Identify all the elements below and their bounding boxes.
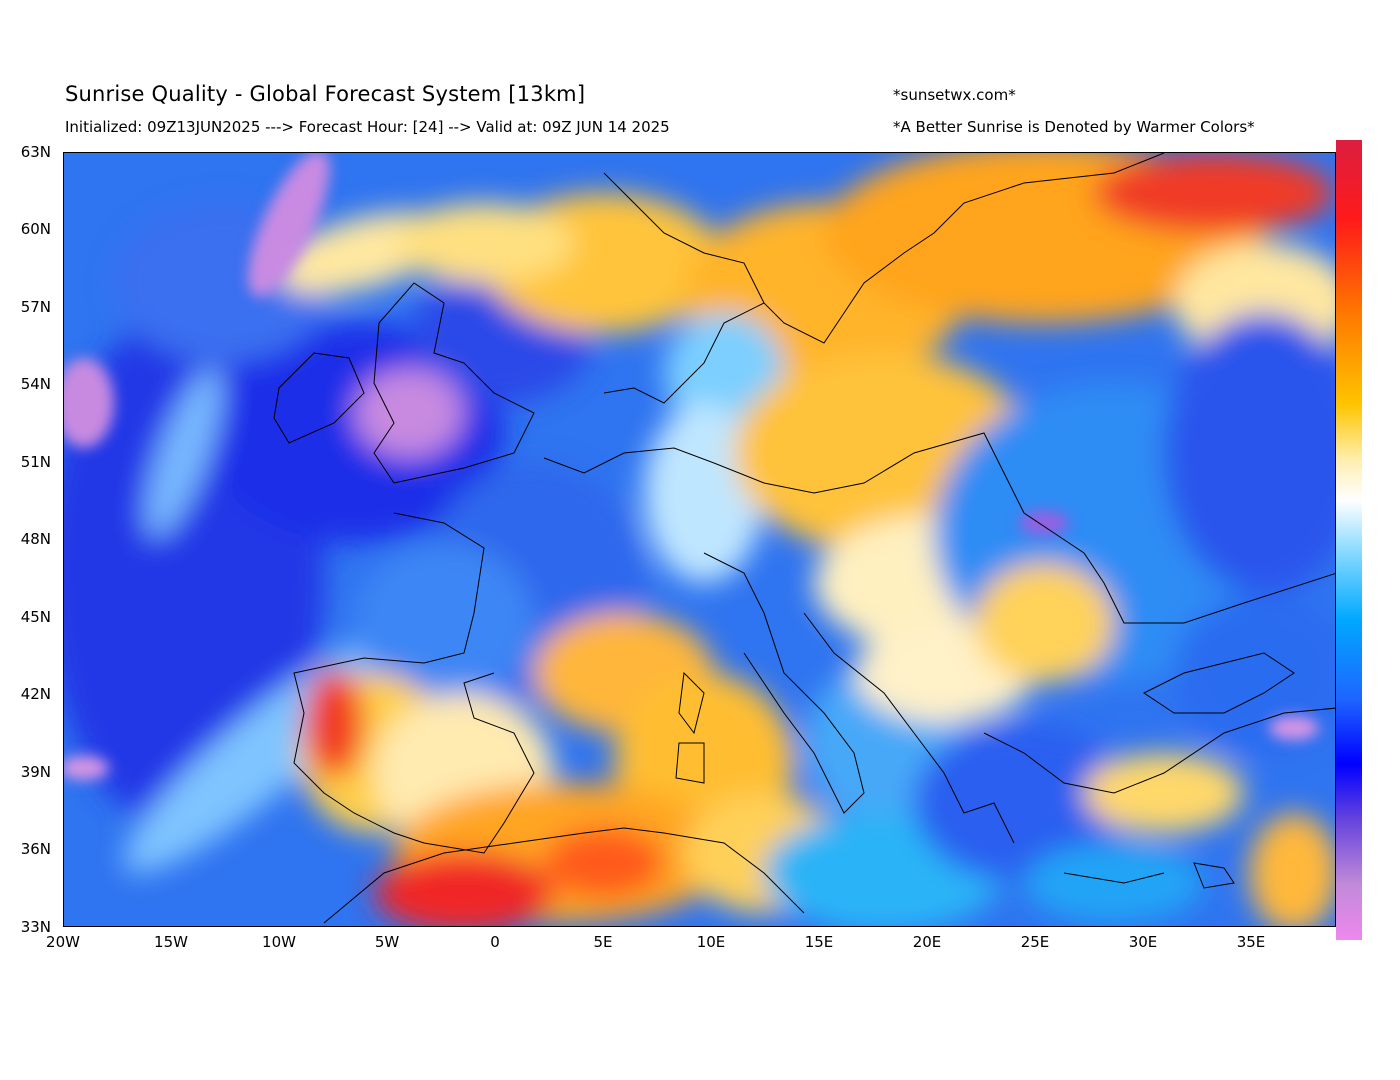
colorbar	[1336, 140, 1362, 940]
lat-tick: 36N	[20, 840, 51, 858]
lon-tick: 5E	[593, 933, 613, 951]
lon-tick: 10E	[696, 933, 726, 951]
lat-tick: 63N	[20, 143, 51, 161]
coastlines	[273, 153, 1335, 924]
field-detail	[64, 153, 1319, 780]
source-credit: *sunsetwx.com*	[893, 86, 1016, 104]
lon-tick: 20W	[46, 933, 80, 951]
lon-tick: 15W	[154, 933, 188, 951]
lon-tick: 10W	[262, 933, 296, 951]
lon-tick: 35E	[1236, 933, 1266, 951]
field-layer	[64, 153, 1335, 926]
lat-tick: 45N	[20, 608, 51, 626]
color-note: *A Better Sunrise is Denoted by Warmer C…	[893, 118, 1255, 136]
lat-tick: 51N	[20, 453, 51, 471]
lat-tick: 60N	[20, 220, 51, 238]
lon-tick: 20E	[912, 933, 942, 951]
lon-tick: 30E	[1128, 933, 1158, 951]
lat-tick: 33N	[20, 918, 51, 936]
forecast-map	[63, 152, 1336, 927]
lat-tick: 42N	[20, 685, 51, 703]
chart-title: Sunrise Quality - Global Forecast System…	[65, 82, 586, 106]
lon-tick: 25E	[1020, 933, 1050, 951]
lat-tick: 57N	[20, 298, 51, 316]
lat-tick: 39N	[20, 763, 51, 781]
lon-tick: 0	[490, 933, 500, 951]
lon-tick: 5W	[374, 933, 400, 951]
lon-tick: 15E	[804, 933, 834, 951]
chart-subtitle: Initialized: 09Z13JUN2025 ---> Forecast …	[65, 118, 670, 136]
lat-tick: 54N	[20, 375, 51, 393]
forecast-map-canvas	[64, 153, 1335, 926]
lat-tick: 48N	[20, 530, 51, 548]
